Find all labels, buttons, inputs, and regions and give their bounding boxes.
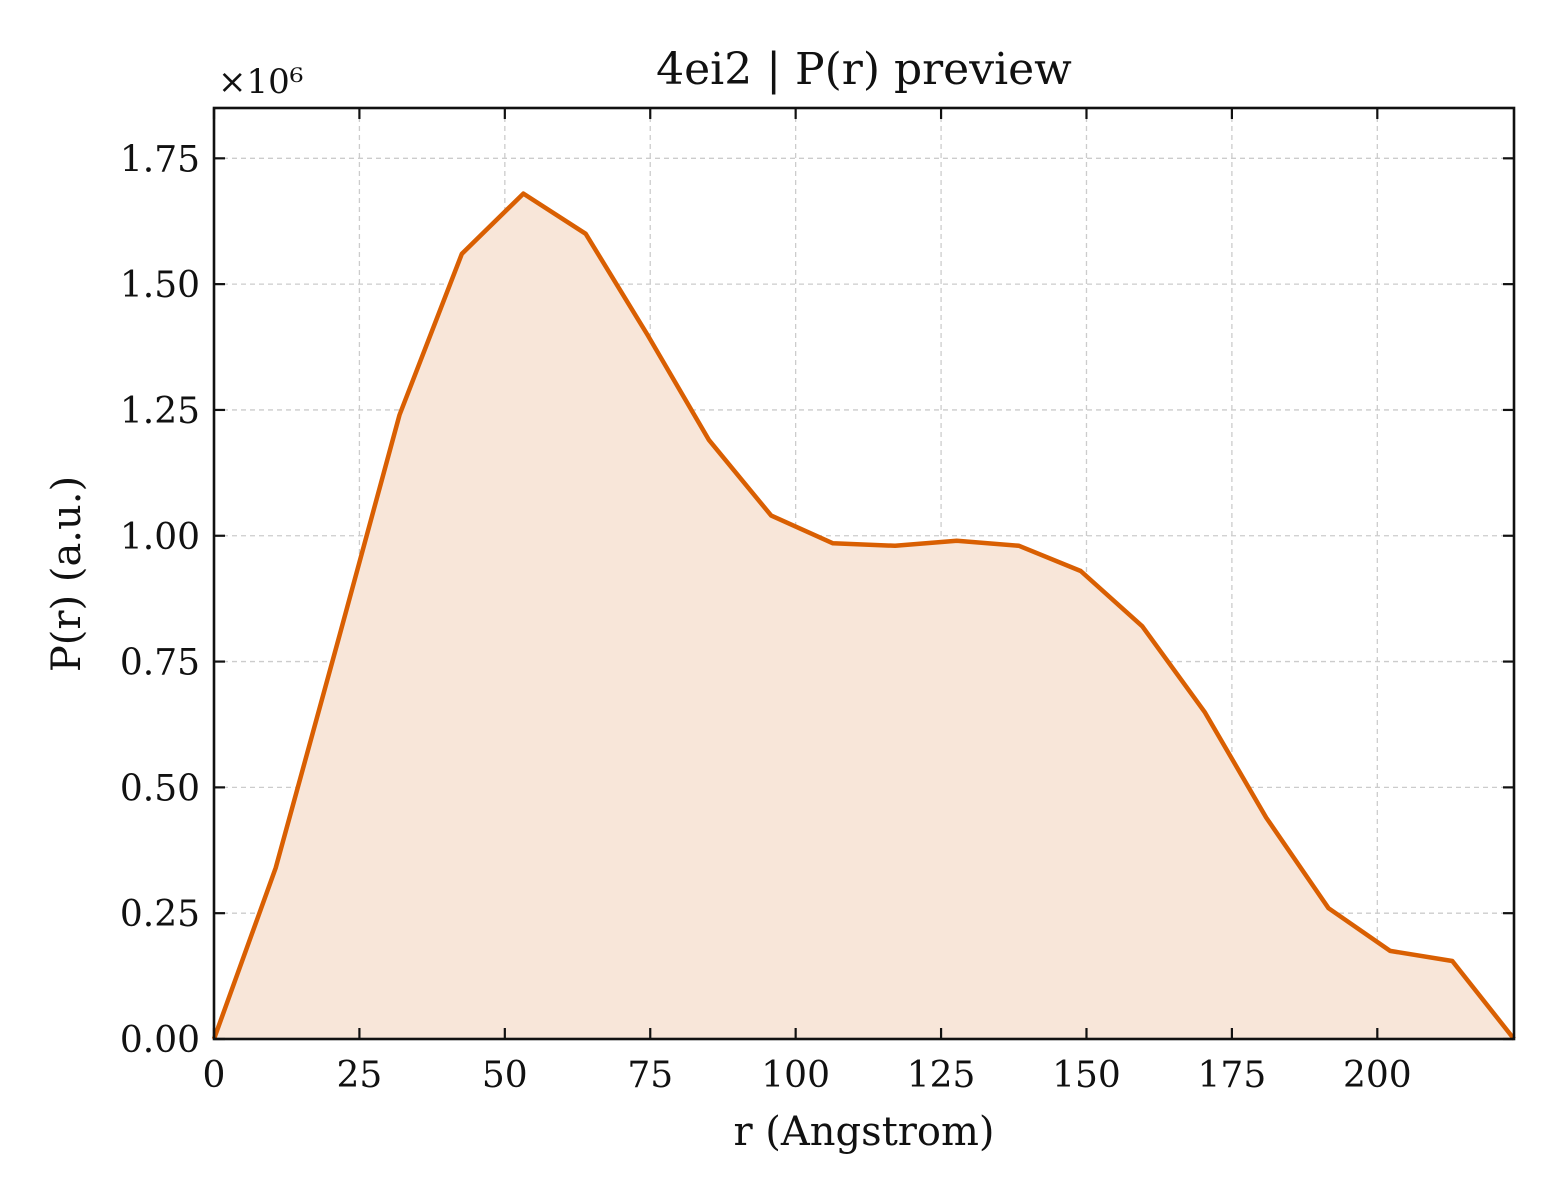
y-tick-label: 1.50 bbox=[120, 265, 200, 306]
y-tick-labels: 0.00 0.25 0.50 0.75 1.00 1.25 1.50 1.75 bbox=[120, 139, 200, 1061]
y-tick-label: 0.00 bbox=[120, 1020, 200, 1061]
series-area-fill bbox=[214, 193, 1514, 1040]
plot-frame bbox=[212, 106, 1516, 1041]
y-tick-label: 0.75 bbox=[120, 643, 200, 684]
x-tick-label: 150 bbox=[1052, 1055, 1121, 1096]
x-tick-label: 75 bbox=[627, 1055, 673, 1096]
series-line bbox=[211, 191, 1516, 1041]
x-tick-labels: 0 25 50 75 100 125 150 175 200 bbox=[203, 1055, 1412, 1096]
chart-title: 4ei2 | P(r) preview bbox=[656, 44, 1072, 95]
tick-marks bbox=[212, 108, 1514, 1041]
y-tick-label: 1.00 bbox=[120, 517, 200, 558]
y-tick-label: 1.25 bbox=[120, 391, 200, 432]
x-tick-label: 125 bbox=[907, 1055, 976, 1096]
y-scale-note: ×10⁶ bbox=[218, 62, 303, 102]
x-axis-label: r (Angstrom) bbox=[733, 1109, 994, 1155]
y-tick-label: 0.25 bbox=[120, 894, 200, 935]
x-tick-label: 175 bbox=[1198, 1055, 1267, 1096]
x-tick-label: 0 bbox=[203, 1055, 226, 1096]
x-tick-label: 50 bbox=[482, 1055, 528, 1096]
y-tick-label: 0.50 bbox=[120, 768, 200, 809]
x-tick-label: 200 bbox=[1343, 1055, 1412, 1096]
y-tick-label: 1.75 bbox=[120, 139, 200, 180]
x-tick-label: 25 bbox=[337, 1055, 383, 1096]
x-tick-label: 100 bbox=[761, 1055, 830, 1096]
y-axis-label: P(r) (a.u.) bbox=[44, 476, 90, 672]
